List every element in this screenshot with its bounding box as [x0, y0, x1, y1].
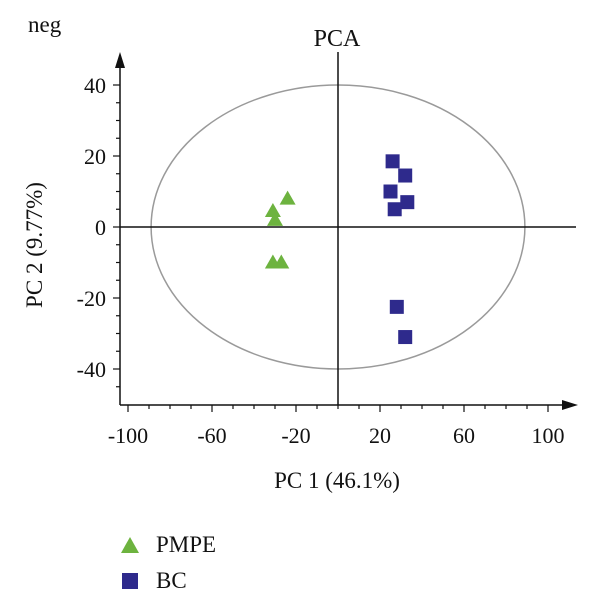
corner-label: neg — [28, 12, 62, 37]
pmpe-point — [279, 190, 296, 205]
x-tick-label: -20 — [281, 423, 310, 448]
legend-label: BC — [156, 568, 187, 593]
bc-point — [400, 195, 415, 210]
bc-point — [398, 168, 413, 183]
data-points — [264, 154, 415, 345]
legend: PMPE BC — [120, 527, 216, 599]
y-axis-ticks: -40 -20 0 20 40 — [77, 66, 120, 388]
bc-point — [398, 330, 413, 345]
legend-label: PMPE — [156, 532, 217, 557]
triangle-marker-icon — [121, 537, 139, 553]
x-tick-label: -60 — [197, 423, 226, 448]
bc-point — [385, 154, 400, 169]
pca-scatter-plot: -40 -20 0 20 40 -100 -60 -20 20 60 100 PCA PC 1 (… — [22, 26, 578, 493]
y-tick-label: 40 — [84, 73, 106, 98]
pmpe-point — [273, 254, 290, 269]
y-tick-label: -40 — [77, 357, 106, 382]
x-axis-arrow — [562, 400, 578, 410]
y-tick-label: 20 — [84, 144, 106, 169]
bc-point — [389, 299, 404, 314]
pmpe-point — [264, 203, 281, 218]
square-marker-icon — [122, 573, 138, 589]
y-axis-label: PC 2 (9.77%) — [22, 182, 47, 308]
y-tick-label: -20 — [77, 286, 106, 311]
x-axis-ticks: -100 -60 -20 20 60 100 — [108, 405, 565, 448]
legend-item-pmpe: PMPE — [120, 527, 216, 563]
x-tick-label: 20 — [369, 423, 391, 448]
bc-point — [387, 202, 402, 217]
y-tick-label: 0 — [95, 215, 106, 240]
x-tick-label: 100 — [532, 423, 565, 448]
bc-point — [383, 184, 398, 199]
x-tick-label: 60 — [453, 423, 475, 448]
chart-title: PCA — [314, 26, 361, 52]
y-axis-arrow — [115, 52, 125, 68]
legend-item-bc: BC — [120, 563, 216, 599]
pmpe-point — [267, 211, 283, 226]
x-axis-label: PC 1 (46.1%) — [274, 468, 400, 493]
axes — [115, 52, 578, 410]
x-tick-label: -100 — [108, 423, 148, 448]
